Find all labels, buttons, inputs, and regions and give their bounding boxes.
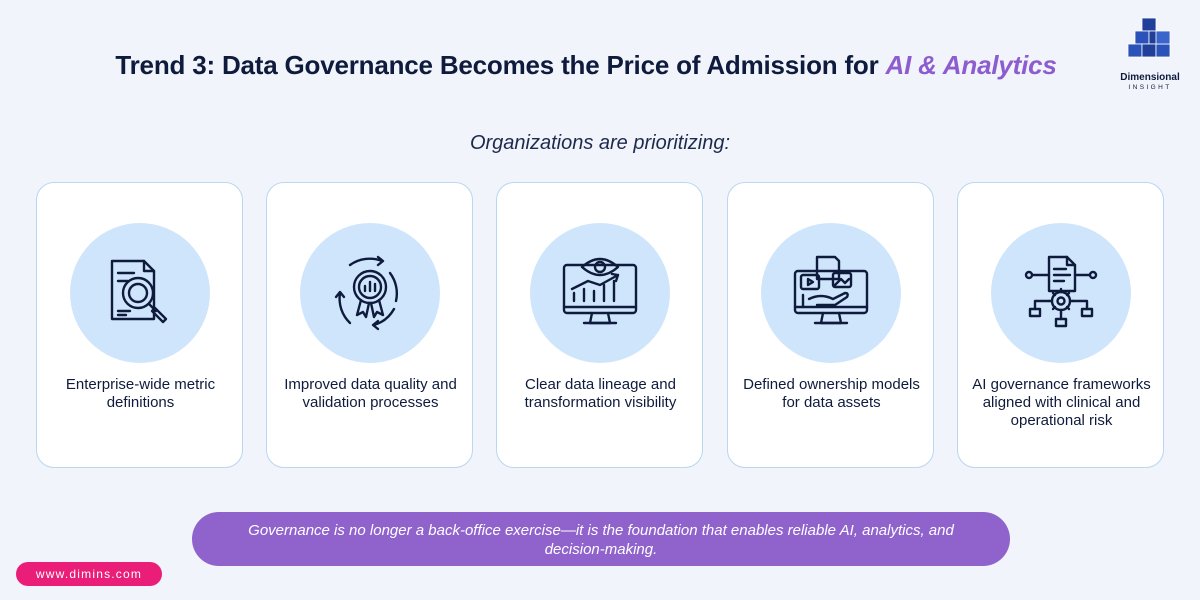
title-main-text: Trend 3: Data Governance Becomes the Pri… [115, 50, 886, 80]
title-accent-text: AI & Analytics [885, 50, 1057, 80]
quality-badge-cycle-icon [334, 255, 399, 331]
card-label: AI governance frameworks aligned with cl… [972, 376, 1151, 429]
priority-card-metric-definitions: Enterprise-wide metric definitions [36, 182, 243, 468]
monitor-eye-chart-icon [562, 257, 638, 325]
card-label: Clear data lineage and transformation vi… [524, 376, 677, 411]
page-title: Trend 3: Data Governance Becomes the Pri… [0, 50, 1172, 81]
priority-card-data-lineage: Clear data lineage and transformation vi… [496, 182, 703, 468]
document-magnifier-icon [110, 259, 168, 324]
priority-card-ownership-models: Defined ownership models for data assets [727, 182, 934, 468]
monitor-hand-media-icon [793, 255, 869, 325]
icon-circle [300, 223, 440, 363]
document-gear-network-icon [1024, 255, 1098, 328]
priority-card-ai-governance: AI governance frameworks aligned with cl… [957, 182, 1164, 468]
website-link[interactable]: www.dimins.com [16, 562, 162, 586]
logo-name: Dimensional [1120, 72, 1180, 83]
cube-stack-logo-icon [1127, 17, 1171, 58]
card-label: Improved data quality and validation pro… [284, 376, 457, 411]
icon-circle [761, 223, 901, 363]
icon-circle [991, 223, 1131, 363]
icon-circle [530, 223, 670, 363]
icon-circle [70, 223, 210, 363]
priority-card-data-quality: Improved data quality and validation pro… [266, 182, 473, 468]
company-logo[interactable]: Dimensional INSIGHT [1112, 16, 1188, 96]
governance-banner: Governance is no longer a back-office ex… [192, 512, 1010, 566]
section-subtitle: Organizations are prioritizing: [469, 132, 731, 154]
logo-subtitle: INSIGHT [1128, 84, 1172, 91]
card-label: Enterprise-wide metric definitions [65, 376, 216, 411]
card-label: Defined ownership models for data assets [743, 376, 920, 411]
